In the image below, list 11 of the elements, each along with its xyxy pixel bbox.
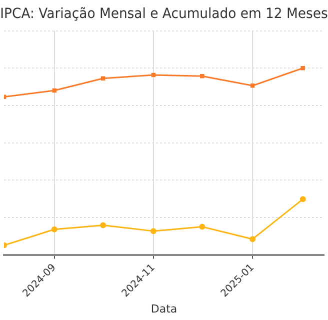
point xyxy=(100,222,106,228)
point xyxy=(199,224,206,230)
point xyxy=(300,196,306,202)
point xyxy=(200,74,204,78)
point xyxy=(52,88,56,93)
point xyxy=(51,226,58,232)
point xyxy=(250,84,255,88)
x-axis-title: Data xyxy=(150,302,178,316)
point xyxy=(250,236,256,242)
chart-title: IPCA: Variação Mensal e Acumulado em 12 Meses xyxy=(0,6,328,22)
point xyxy=(150,228,156,234)
